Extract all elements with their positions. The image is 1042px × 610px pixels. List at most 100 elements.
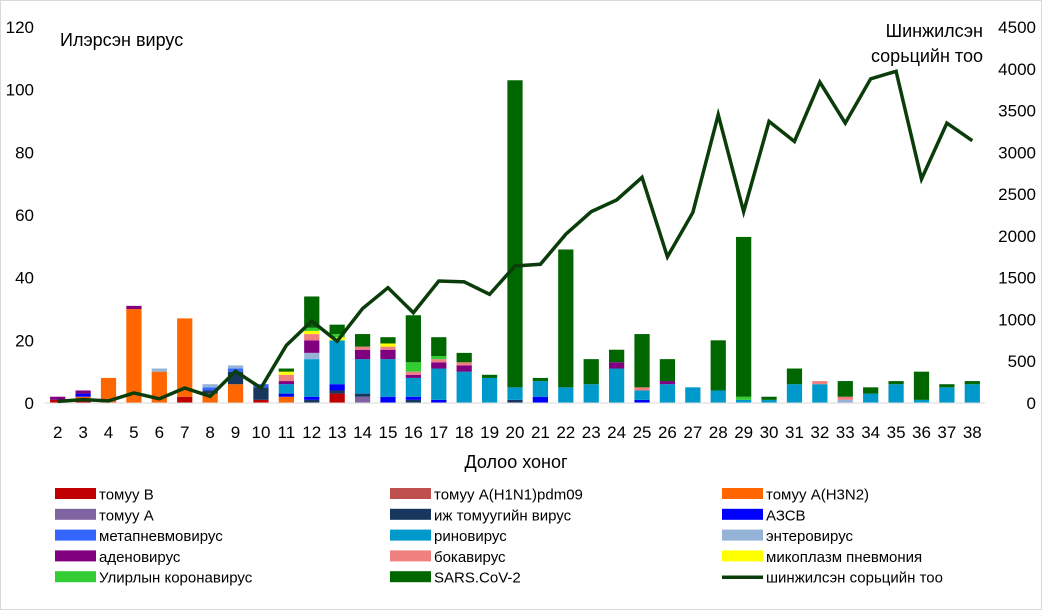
x-axis-title: Долоо хоног <box>464 452 567 472</box>
bar-segment <box>659 381 676 385</box>
bar-segment <box>278 381 294 385</box>
bar-segment <box>456 362 472 366</box>
bar-segment <box>532 381 549 397</box>
x-tick-label: 11 <box>278 423 296 442</box>
legend-swatch <box>55 488 96 499</box>
bar-segment <box>151 371 167 403</box>
bar-segment <box>329 384 345 391</box>
x-tick-label: 14 <box>353 423 372 442</box>
x-tick-label: 9 <box>231 423 240 442</box>
y2-tick-label: 2000 <box>998 227 1036 246</box>
bar-segment <box>329 334 345 338</box>
x-tick-label: 16 <box>404 423 423 442</box>
legend-item: томуу А(Н1N1)pdm09 <box>390 487 583 504</box>
y-tick-label: 60 <box>15 206 34 225</box>
bar-segment <box>227 384 244 403</box>
bar-segment <box>507 399 523 403</box>
bar-segment <box>227 365 244 369</box>
bar-segment <box>278 396 294 403</box>
x-tick-label: 6 <box>155 423 164 442</box>
x-tick-label: 26 <box>658 423 677 442</box>
bar-segment <box>304 359 320 397</box>
x-tick-label: 13 <box>328 423 347 442</box>
legend-item: Улирлын коронавирус <box>55 570 253 587</box>
legend-item: SARS.CoV-2 <box>390 570 521 587</box>
bar-segment <box>304 296 320 328</box>
y2-tick-label: 3000 <box>998 143 1036 162</box>
bar-segment <box>50 399 66 403</box>
x-tick-label: 32 <box>810 423 829 442</box>
y2-tick-label: 3500 <box>998 102 1036 121</box>
legend-item: томуу А(Н3N2) <box>722 487 869 504</box>
bar-segment <box>939 384 955 388</box>
bar-segment <box>405 374 421 378</box>
x-tick-label: 30 <box>760 423 779 442</box>
bar-segment <box>177 318 193 397</box>
x-tick-label: 18 <box>455 423 474 442</box>
legend-item: шинжилсэн сорьцийн тоо <box>722 570 943 587</box>
bar-segment <box>634 334 650 388</box>
bar-segment <box>329 393 345 403</box>
bar-segment <box>888 381 904 385</box>
x-tick-label: 7 <box>180 423 189 442</box>
y-tick-label: 100 <box>6 81 34 100</box>
bar-segment <box>50 396 66 400</box>
legend-swatch <box>390 488 431 499</box>
bar-segment <box>685 387 701 403</box>
x-tick-label: 37 <box>937 423 956 442</box>
x-tick-label: 23 <box>582 423 601 442</box>
x-tick-label: 34 <box>861 423 880 442</box>
bar-segment <box>634 399 650 403</box>
bar-segment <box>456 352 472 363</box>
bar-segment <box>431 368 447 400</box>
legend-label: АЗСВ <box>766 507 806 524</box>
bar-segment <box>736 399 752 403</box>
bar-segment <box>405 377 421 397</box>
y2-tick-label: 4500 <box>998 18 1036 37</box>
legend-label: микоплазм пневмония <box>766 549 922 566</box>
bar-segment <box>405 371 421 375</box>
line-layer <box>57 69 974 404</box>
x-tick-label: 38 <box>963 423 982 442</box>
legend-label: томуу А(Н1N1)pdm09 <box>434 487 583 504</box>
bar-segment <box>634 390 650 400</box>
y2-tick-label: 2500 <box>998 185 1036 204</box>
y2-tick-label: 0 <box>1027 394 1036 413</box>
y2-tick-label: 1500 <box>998 269 1036 288</box>
bar-segment <box>126 305 142 309</box>
x-tick-label: 35 <box>887 423 906 442</box>
x-tick-label: 8 <box>205 423 214 442</box>
x-tick-label: 22 <box>556 423 575 442</box>
legend-item: АЗСВ <box>722 507 806 524</box>
bar-segment <box>380 396 396 403</box>
bar-segment <box>583 384 599 403</box>
bar-segment <box>786 384 803 403</box>
bar-segment <box>736 236 752 397</box>
bar-segment <box>380 359 396 397</box>
bar-segment <box>939 387 955 403</box>
bar-segment <box>278 374 294 382</box>
bar-segment <box>837 399 853 403</box>
bar-segment <box>837 396 853 400</box>
x-tick-label: 33 <box>836 423 855 442</box>
legend-item: томуу А <box>55 507 154 524</box>
bar-segment <box>202 390 218 394</box>
legend-label: метапневмовирус <box>99 528 223 545</box>
x-tick-label: 28 <box>709 423 728 442</box>
bar-segment <box>558 249 574 388</box>
bar-segment <box>304 334 320 341</box>
y2-tick-label: 500 <box>1008 352 1036 371</box>
y2-tick-label: 4000 <box>998 60 1036 79</box>
x-tick-label: 31 <box>785 423 804 442</box>
legend-swatch <box>390 550 431 562</box>
legend-swatch <box>55 529 96 541</box>
bar-segment <box>202 393 218 403</box>
legend-item: иж томуугийн вирус <box>390 507 572 524</box>
ticks-layer: 0 20 40 60 80 100 120 0 500 1000 1500 2000 2500 3000 3… <box>6 18 1036 442</box>
y-axis-title: Илэрсэн вирус <box>60 30 183 50</box>
bar-segment <box>837 381 853 397</box>
legend-swatch <box>390 508 431 520</box>
x-tick-label: 2 <box>53 423 62 442</box>
bar-segment <box>278 393 294 397</box>
